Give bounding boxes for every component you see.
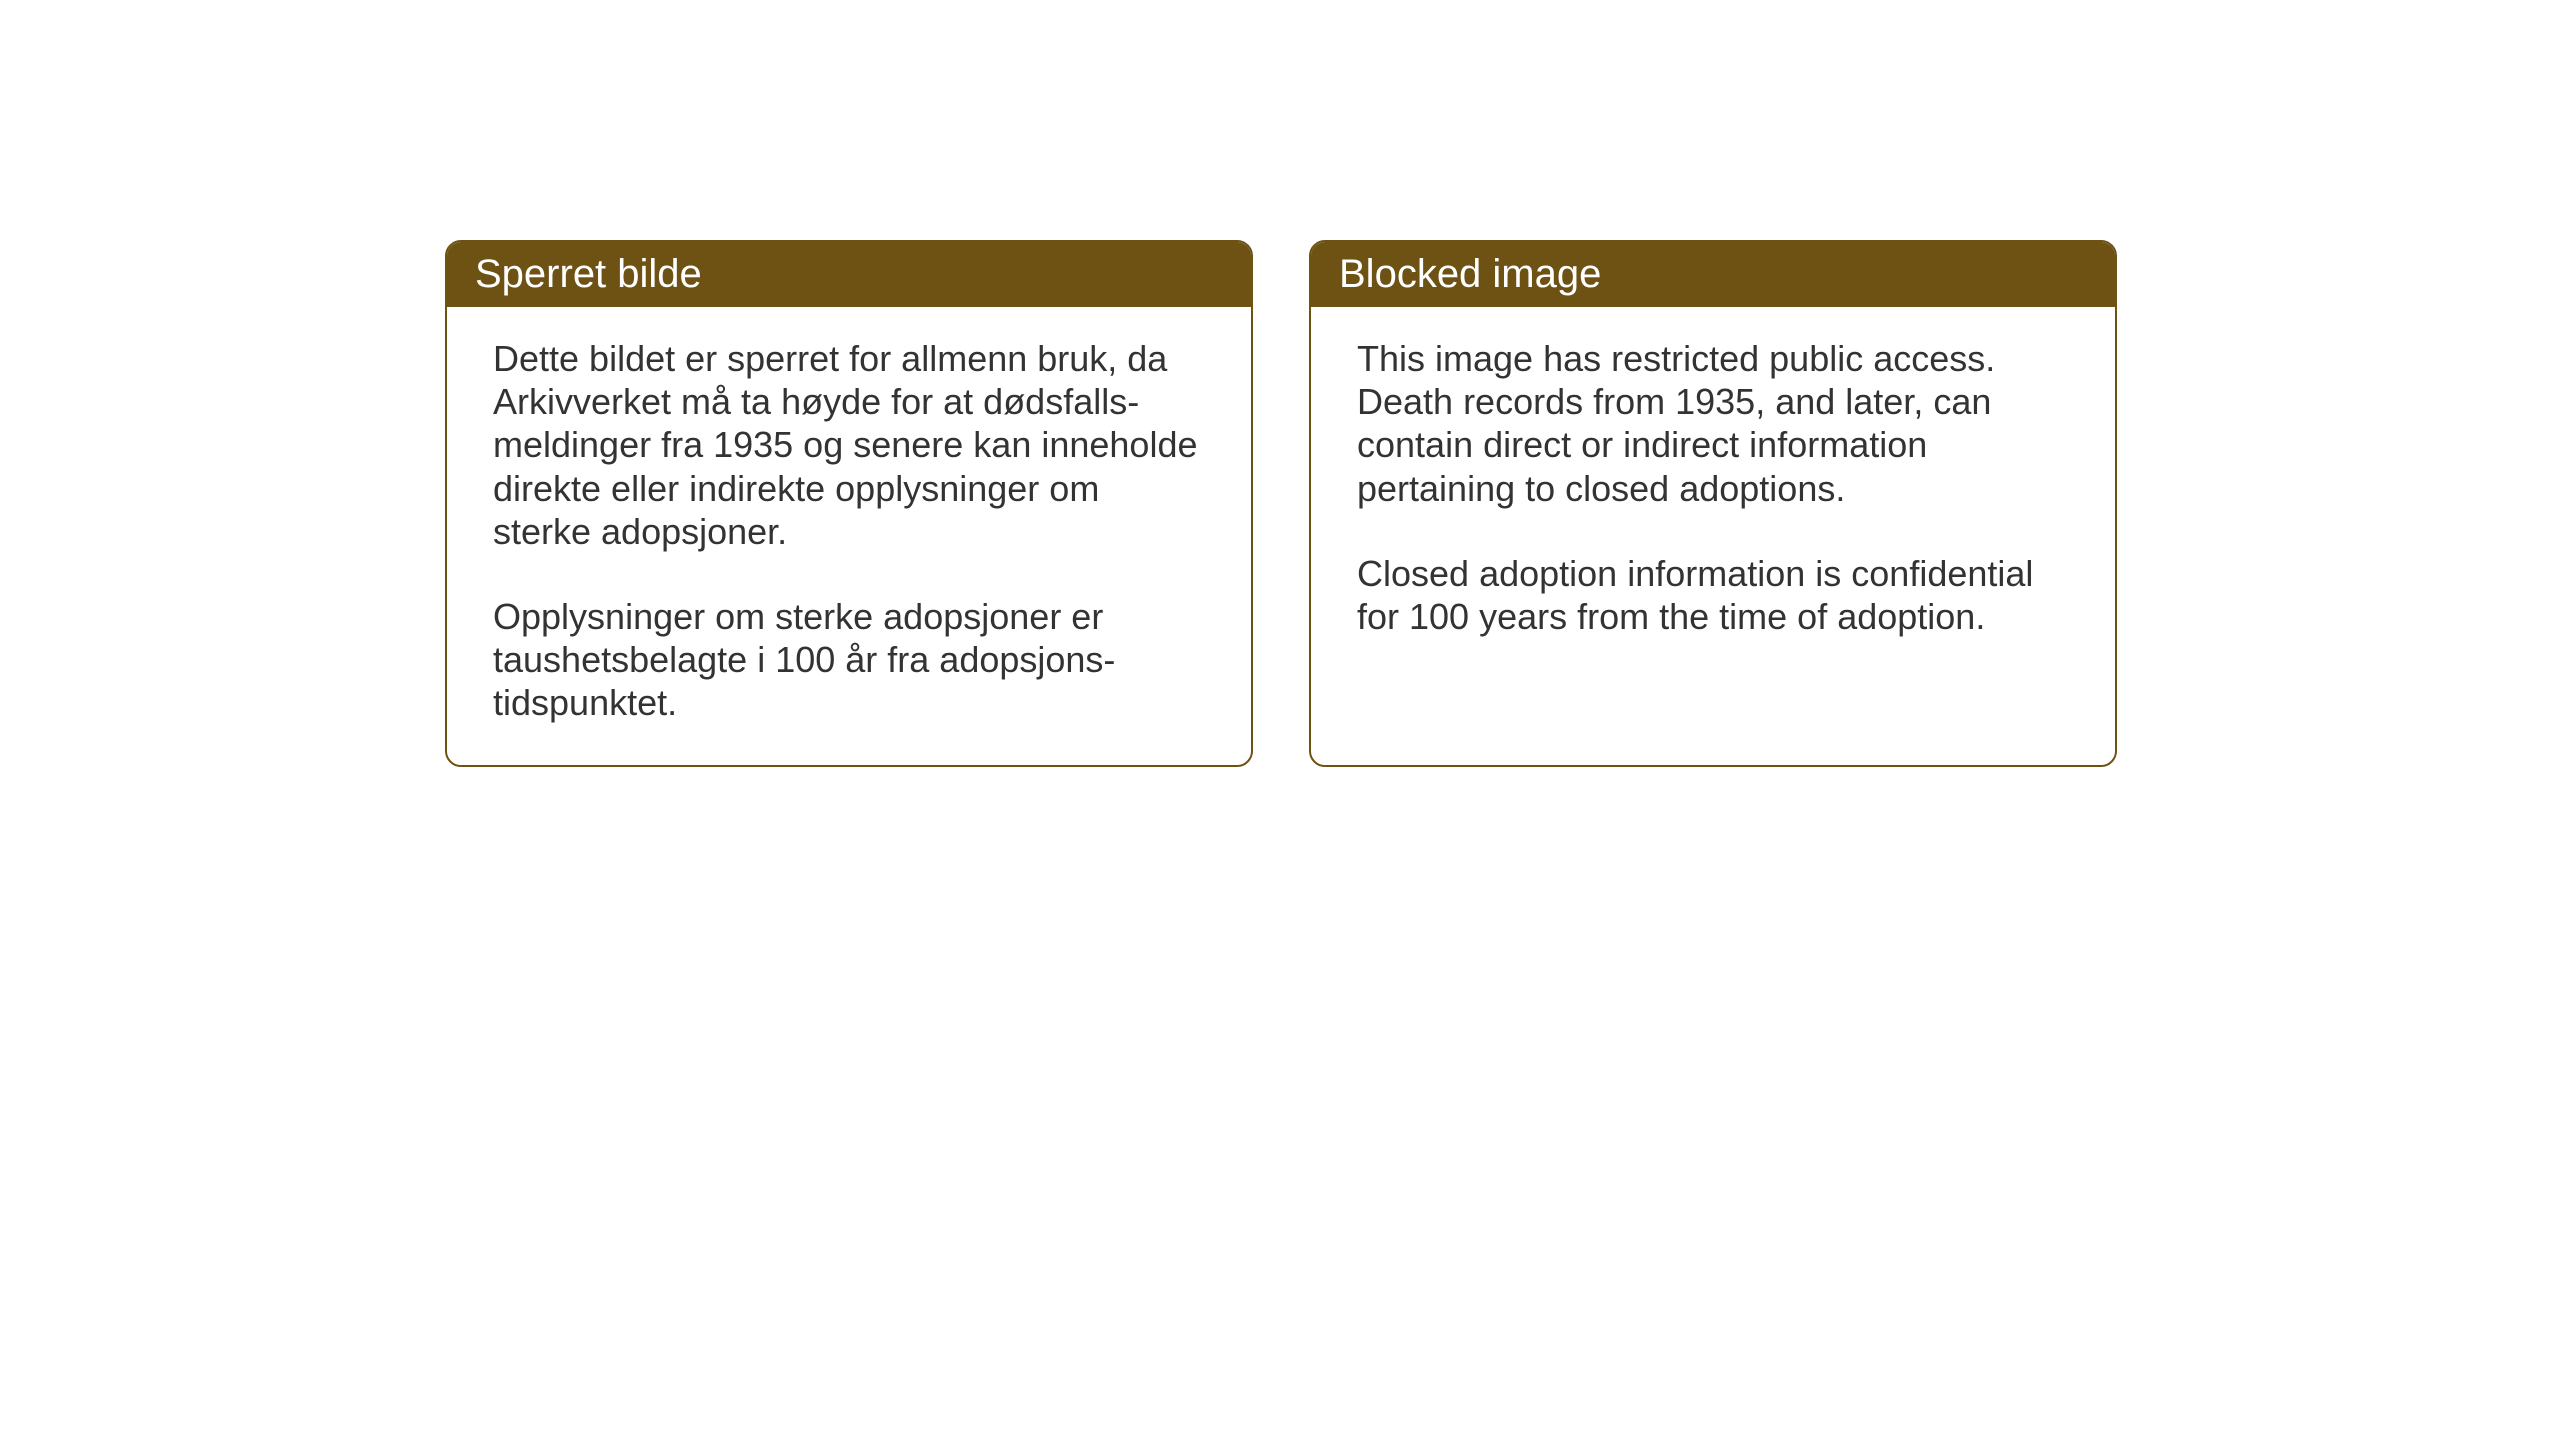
norwegian-paragraph-1: Dette bildet er sperret for allmenn bruk… — [493, 337, 1205, 553]
english-paragraph-2: Closed adoption information is confident… — [1357, 552, 2069, 638]
english-card-title: Blocked image — [1311, 242, 2115, 307]
english-paragraph-1: This image has restricted public access.… — [1357, 337, 2069, 510]
norwegian-card: Sperret bilde Dette bildet er sperret fo… — [445, 240, 1253, 767]
norwegian-card-title: Sperret bilde — [447, 242, 1251, 307]
english-card-body: This image has restricted public access.… — [1311, 307, 2115, 678]
cards-container: Sperret bilde Dette bildet er sperret fo… — [445, 240, 2117, 767]
english-card: Blocked image This image has restricted … — [1309, 240, 2117, 767]
norwegian-card-body: Dette bildet er sperret for allmenn bruk… — [447, 307, 1251, 765]
norwegian-paragraph-2: Opplysninger om sterke adopsjoner er tau… — [493, 595, 1205, 725]
